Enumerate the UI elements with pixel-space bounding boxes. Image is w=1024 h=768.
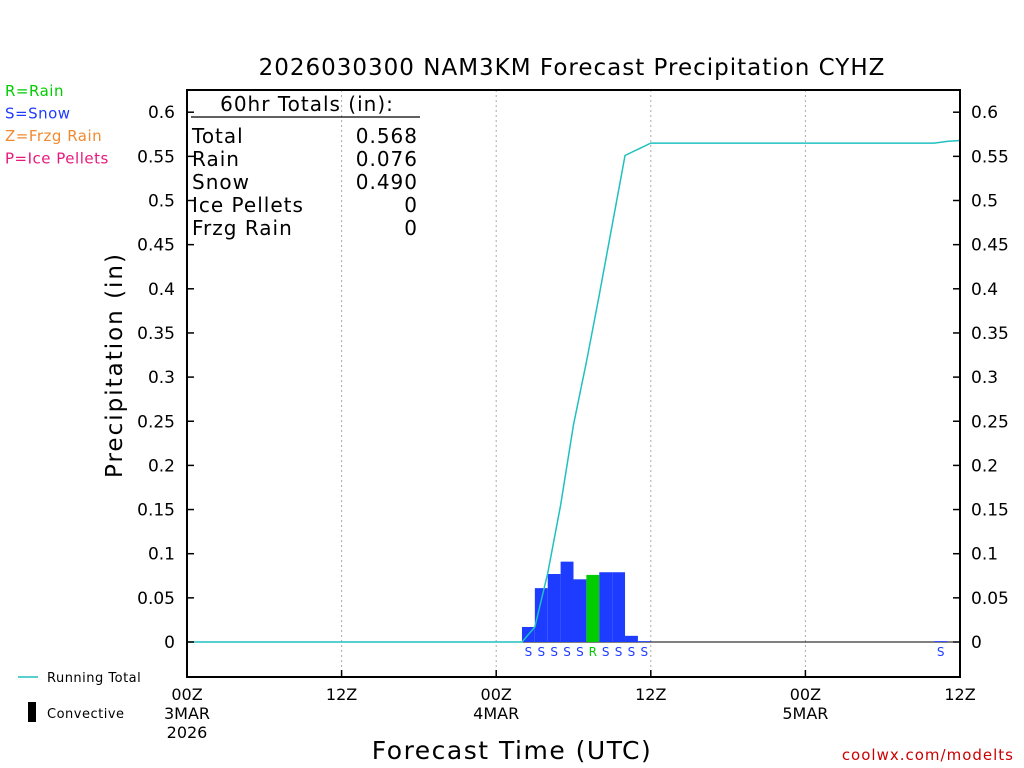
y-tick-label: 0.25 [137,412,175,432]
precip-bar [573,579,587,642]
totals-value: 0.490 [356,170,418,194]
credit-text: coolwx.com/modelts [842,746,1014,764]
precip-bar [612,572,626,642]
y-tick-label: 0.35 [137,324,175,344]
chart-title: 2026030300 NAM3KM Forecast Precipitation… [259,55,886,81]
line-legend: Running Total Convective [18,671,141,722]
y-tick-label: 0.05 [137,589,175,609]
y-tick-label: 0.25 [971,412,1009,432]
y-tick-label: 0 [971,633,982,653]
y-tick-label: 0.55 [137,147,175,167]
line-legend-label: Convective [47,707,125,722]
precip-bar [625,635,638,642]
precip-type-label: S [550,645,558,659]
precip-bars [521,561,948,642]
x-tick-label: 12Z [635,685,666,704]
y-tick-label: 0 [164,633,175,653]
y-axis-right: 0 0.05 0.1 0.15 0.2 0.25 0.3 0.35 0.4 0.45 0.5 0.55… [953,103,1009,653]
precip-bar [547,574,561,642]
y-tick-label: 0.5 [148,192,175,212]
y-tick-label: 0.2 [148,456,175,476]
plot-frame [186,89,961,678]
line-legend-label: Running Total [47,671,141,686]
y-tick-label: 0.4 [971,280,998,300]
x-tick-date: 5MAR [782,704,828,723]
y-tick-label: 0.2 [971,456,998,476]
x-tick-year: 2026 [167,723,208,742]
y-tick-label: 0.4 [148,280,175,300]
y-tick-label: 0.3 [971,368,998,388]
y-tick-label: 0.15 [137,501,175,521]
totals-label: Rain [192,147,240,171]
x-tick-date: 4MAR [473,704,519,723]
precip-type-label: S [628,645,636,659]
y-tick-label: 0.15 [971,501,1009,521]
x-tick-date: 3MAR [164,704,210,723]
totals-box: 60hr Totals (in): Total 0.568 Rain 0.076 Sno… [191,92,420,240]
precip-type-label: S [563,645,571,659]
precip-type-label: S [537,645,545,659]
y-tick-label: 0.45 [971,236,1009,256]
totals-label: Snow [192,170,250,194]
precip-bar [599,572,613,642]
totals-value: 0 [404,216,418,240]
y-tick-label: 0.1 [971,545,998,565]
totals-value: 0 [404,193,418,217]
y-tick-label: 0.35 [971,324,1009,344]
totals-label: Ice Pellets [192,193,304,217]
y-tick-label: 0.3 [148,368,175,388]
precip-type-label: S [525,645,533,659]
precip-type-label: R [589,645,597,659]
precip-type-label: S [937,645,945,659]
precip-bar [637,641,651,642]
totals-label: Frzg Rain [192,216,293,240]
y-tick-label: 0.55 [971,147,1009,167]
running-total-line [187,139,961,643]
y-tick-label: 0.1 [148,545,175,565]
x-tick-label: 00Z [790,685,821,704]
totals-value: 0.076 [356,147,418,171]
precip-bar [560,561,574,642]
precip-bar [586,574,600,642]
x-tick-label: 12Z [944,685,975,704]
precip-bar [534,588,548,642]
x-tick-label: 12Z [326,685,357,704]
precip-type-label: S [602,645,610,659]
y-axis-label: Precipitation (in) [102,252,128,478]
totals-label: Total [191,124,244,148]
totals-value: 0.568 [356,124,418,148]
y-tick-label: 0.05 [971,589,1009,609]
precip-type-label: S [641,645,649,659]
totals-heading: 60hr Totals (in): [220,92,394,116]
precip-bar [934,641,948,642]
precip-type-label: S [576,645,584,659]
y-tick-label: 0.45 [137,236,175,256]
y-axis-left: 0 0.05 0.1 0.15 0.2 0.25 0.3 0.35 0.4 0.45 0.5 0.55… [137,103,194,653]
ptype-legend-S: S=Snow [5,105,71,123]
ptype-legend-Z: Z=Frzg Rain [5,127,102,145]
precip-type-label: S [615,645,623,659]
y-tick-label: 0.6 [148,103,175,123]
ptype-legend-R: R=Rain [5,82,64,100]
y-tick-label: 0.5 [971,192,998,212]
x-axis-label: Forecast Time (UTC) [372,736,652,765]
convective-legend-swatch [28,702,36,722]
x-tick-label: 00Z [171,685,202,704]
ptype-legend-P: P=Ice Pellets [5,150,109,168]
precip-type-legend: R=Rain S=Snow Z=Frzg Rain P=Ice Pellets [5,82,109,168]
y-tick-label: 0.6 [971,103,998,123]
x-tick-label: 00Z [481,685,512,704]
